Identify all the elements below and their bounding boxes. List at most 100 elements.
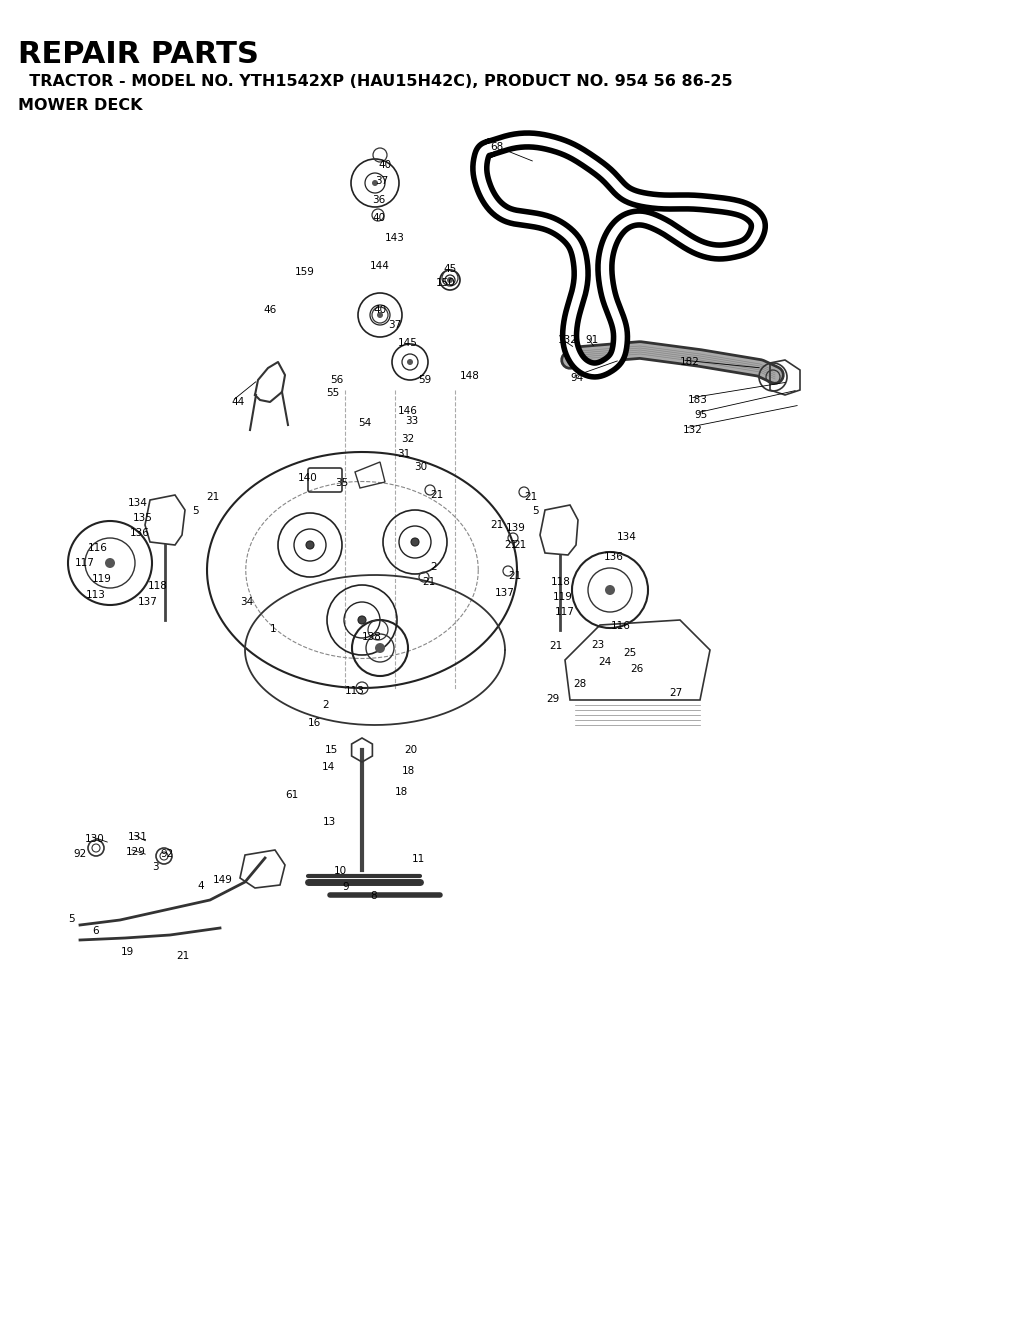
Text: 28: 28 <box>573 679 587 689</box>
Text: 3: 3 <box>152 862 159 872</box>
Text: 116: 116 <box>88 543 108 553</box>
Text: 34: 34 <box>240 597 253 607</box>
Text: 130: 130 <box>85 834 104 844</box>
Circle shape <box>447 277 453 282</box>
Circle shape <box>105 558 115 567</box>
Text: 31: 31 <box>397 449 411 460</box>
Text: 140: 140 <box>298 473 317 484</box>
Text: 139: 139 <box>506 523 526 533</box>
Text: 4: 4 <box>197 880 204 891</box>
Text: 135: 135 <box>133 513 153 523</box>
Circle shape <box>372 180 378 186</box>
Text: 148: 148 <box>460 372 480 381</box>
Text: 21: 21 <box>524 492 538 502</box>
Text: 8: 8 <box>370 891 377 900</box>
Text: 20: 20 <box>404 745 417 755</box>
Text: 68: 68 <box>490 143 503 152</box>
Text: 35: 35 <box>335 478 348 488</box>
Text: 24: 24 <box>598 657 611 667</box>
Text: 9: 9 <box>342 882 348 892</box>
Text: 21: 21 <box>549 641 562 651</box>
Text: 44: 44 <box>231 397 245 408</box>
Text: 119: 119 <box>553 591 572 602</box>
Text: 46: 46 <box>263 305 276 314</box>
Text: 5: 5 <box>193 506 199 515</box>
Text: 137: 137 <box>495 587 515 598</box>
Text: REPAIR PARTS: REPAIR PARTS <box>18 40 259 69</box>
Text: 1: 1 <box>270 623 276 634</box>
Text: 131: 131 <box>128 832 147 842</box>
Text: 183: 183 <box>688 396 708 405</box>
Circle shape <box>306 541 314 549</box>
Text: 118: 118 <box>551 577 570 587</box>
Text: 36: 36 <box>372 194 385 205</box>
Text: 59: 59 <box>418 376 431 385</box>
Text: 21: 21 <box>504 539 517 550</box>
Text: 21: 21 <box>176 951 189 960</box>
Text: 26: 26 <box>630 663 643 674</box>
Text: 40: 40 <box>373 305 386 314</box>
Text: 29: 29 <box>546 694 559 705</box>
Text: 136: 136 <box>130 527 150 538</box>
Text: 33: 33 <box>406 416 418 426</box>
Circle shape <box>375 643 385 653</box>
Text: 116: 116 <box>611 621 631 631</box>
Text: 15: 15 <box>325 745 338 755</box>
Text: 5: 5 <box>68 914 75 924</box>
Text: 40: 40 <box>372 213 385 222</box>
Text: 95: 95 <box>694 410 708 420</box>
Text: 92: 92 <box>73 848 86 859</box>
Text: 145: 145 <box>398 338 418 348</box>
Text: 56: 56 <box>330 376 343 385</box>
Text: 136: 136 <box>604 551 624 562</box>
Text: 21: 21 <box>206 492 219 502</box>
Text: 113: 113 <box>345 686 365 697</box>
Text: 119: 119 <box>92 574 112 583</box>
Text: 13: 13 <box>323 817 336 827</box>
Text: 25: 25 <box>623 647 636 658</box>
Text: 54: 54 <box>358 418 372 428</box>
Text: 37: 37 <box>388 320 401 330</box>
Text: 16: 16 <box>308 718 322 729</box>
Text: 11: 11 <box>412 854 425 864</box>
Text: 2: 2 <box>322 701 329 710</box>
Text: 40: 40 <box>378 160 391 170</box>
Text: 182: 182 <box>680 357 699 368</box>
Text: 21: 21 <box>422 577 435 587</box>
Text: 92: 92 <box>160 848 173 859</box>
Circle shape <box>407 360 413 365</box>
Text: 117: 117 <box>555 607 574 617</box>
Text: 137: 137 <box>138 597 158 607</box>
Text: 134: 134 <box>128 498 147 507</box>
Text: 159: 159 <box>295 266 314 277</box>
Text: 37: 37 <box>375 176 388 186</box>
Text: 150: 150 <box>436 278 456 288</box>
Text: 132: 132 <box>683 425 702 436</box>
Text: 30: 30 <box>414 462 427 472</box>
Text: 118: 118 <box>148 581 168 591</box>
Text: TRACTOR - MODEL NO. YTH1542XP (HAU15H42C), PRODUCT NO. 954 56 86-25: TRACTOR - MODEL NO. YTH1542XP (HAU15H42C… <box>18 75 732 89</box>
Text: 55: 55 <box>326 388 339 398</box>
Text: 2: 2 <box>430 562 436 571</box>
Text: 91: 91 <box>585 336 598 345</box>
Text: 21: 21 <box>508 571 521 581</box>
Text: 146: 146 <box>398 406 418 416</box>
Text: 117: 117 <box>75 558 95 567</box>
Text: 10: 10 <box>334 866 347 876</box>
Text: 45: 45 <box>443 264 457 274</box>
Text: 27: 27 <box>669 689 682 698</box>
Text: 21: 21 <box>430 490 443 500</box>
Text: 113: 113 <box>86 590 105 599</box>
Text: 21: 21 <box>513 539 526 550</box>
Text: 5: 5 <box>532 506 539 515</box>
Text: 21: 21 <box>490 519 503 530</box>
Text: 14: 14 <box>322 762 335 773</box>
Circle shape <box>605 585 615 595</box>
Text: 32: 32 <box>401 434 415 444</box>
Text: 129: 129 <box>126 847 145 856</box>
Text: 61: 61 <box>285 790 298 801</box>
Text: 138: 138 <box>362 631 382 642</box>
Text: 23: 23 <box>591 639 604 650</box>
Text: 18: 18 <box>395 787 409 797</box>
Text: MOWER DECK: MOWER DECK <box>18 99 142 113</box>
